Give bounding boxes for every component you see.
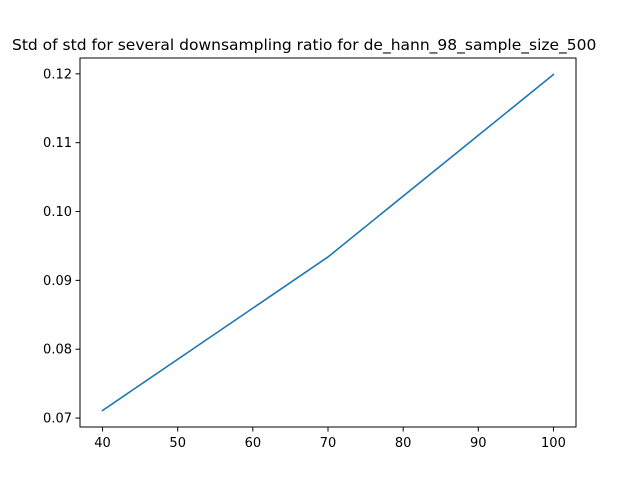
y-tick-label: 0.09 [43,274,72,289]
series-line [101,73,555,412]
x-tick-label: 40 [94,436,111,451]
x-tick-label: 50 [169,436,186,451]
x-tick-label: 70 [320,436,337,451]
y-tick-label: 0.07 [43,412,72,427]
x-tick-label: 90 [470,436,487,451]
x-tick-label: 100 [541,436,566,451]
y-tick-label: 0.11 [43,136,72,151]
tick-layer: 40 50 60 70 80 90 100 0.07 0.08 0.09 0.10 0.11 0.12 [43,67,566,451]
y-tick-label: 0.12 [43,67,72,82]
y-tick-label: 0.08 [43,343,72,358]
y-tick-label: 0.10 [43,205,72,220]
chart-title: Std of std for several downsampling rati… [12,36,596,55]
x-tick-label: 80 [395,436,412,451]
plot-frame [79,57,577,428]
series-layer [101,73,555,412]
x-tick-label: 60 [245,436,262,451]
